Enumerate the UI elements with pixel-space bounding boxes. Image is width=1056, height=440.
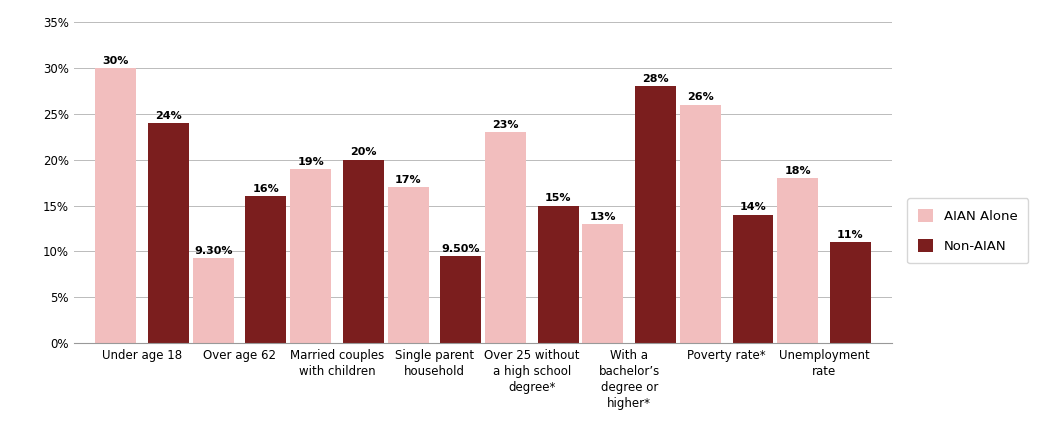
Bar [635, 86, 676, 343]
Bar [583, 224, 623, 343]
Text: 20%: 20% [350, 147, 377, 158]
Text: 28%: 28% [642, 74, 668, 84]
Bar [485, 132, 526, 343]
Bar [388, 187, 429, 343]
Bar [777, 178, 818, 343]
Bar [290, 169, 332, 343]
Text: 23%: 23% [492, 120, 518, 130]
Bar [440, 256, 482, 343]
Text: 9.30%: 9.30% [194, 246, 232, 256]
Text: 14%: 14% [739, 202, 767, 213]
Bar [245, 196, 286, 343]
Text: 9.50%: 9.50% [441, 244, 480, 254]
Bar [680, 105, 721, 343]
Bar [343, 160, 383, 343]
Bar [538, 205, 579, 343]
Text: 16%: 16% [252, 184, 279, 194]
Text: 24%: 24% [155, 110, 182, 121]
Bar [95, 68, 136, 343]
Bar [830, 242, 871, 343]
Text: 17%: 17% [395, 175, 421, 185]
Bar [148, 123, 189, 343]
Text: 19%: 19% [298, 157, 324, 166]
Text: 11%: 11% [837, 230, 864, 240]
Text: 13%: 13% [589, 212, 617, 222]
Text: 30%: 30% [102, 55, 129, 66]
Legend: AIAN Alone, Non-AIAN: AIAN Alone, Non-AIAN [907, 198, 1029, 264]
Bar [193, 258, 233, 343]
Text: 26%: 26% [687, 92, 714, 102]
Text: 15%: 15% [545, 193, 571, 203]
Bar [733, 215, 773, 343]
Text: 18%: 18% [785, 166, 811, 176]
